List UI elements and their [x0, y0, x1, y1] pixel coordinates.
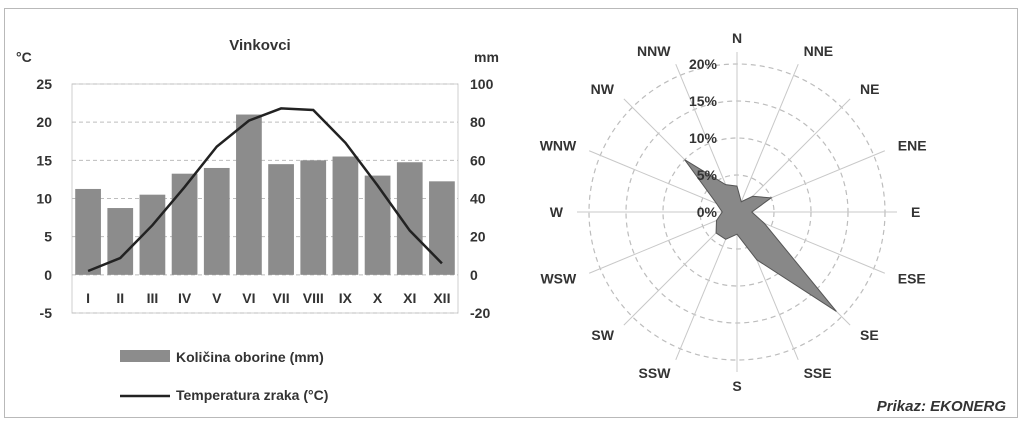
- direction-label: SSE: [804, 365, 832, 381]
- precip-bar: [332, 156, 359, 275]
- credit-label: Prikaz: EKONERG: [876, 398, 1006, 415]
- left-tick-label: 25: [36, 76, 52, 92]
- left-tick-label: 5: [44, 229, 52, 245]
- direction-label: SSW: [639, 365, 672, 381]
- month-tick-label: IX: [339, 290, 353, 306]
- legend-temp-label: Temperatura zraka (°C): [176, 387, 328, 403]
- direction-label: NE: [860, 81, 879, 97]
- precip-bar: [171, 173, 198, 275]
- left-axis-unit: °C: [16, 49, 32, 65]
- direction-label: WSW: [540, 271, 577, 287]
- direction-label: N: [732, 30, 742, 46]
- month-tick-label: III: [147, 290, 159, 306]
- wind-rose: 0% 5% 10% 15% 20% N NNE NE ENE E ESE SE SSE S SSW SW WS…: [540, 30, 927, 394]
- precip-bar: [107, 208, 134, 275]
- direction-label: SW: [591, 327, 614, 343]
- legend: Količina oborine (mm) Temperatura zraka …: [120, 349, 328, 403]
- month-tick-label: V: [212, 290, 222, 306]
- month-tick-label: VII: [273, 290, 290, 306]
- direction-label: NNW: [637, 43, 671, 59]
- month-tick-label: VI: [242, 290, 255, 306]
- rose-ring-label: 20%: [689, 56, 718, 72]
- month-tick-label: IV: [178, 290, 192, 306]
- precipitation-bars: [75, 114, 455, 275]
- rose-ring-label: 15%: [689, 93, 718, 109]
- right-tick-label: 100: [470, 76, 494, 92]
- legend-precip-label: Količina oborine (mm): [176, 349, 324, 365]
- rose-ring-label: 0%: [697, 204, 718, 220]
- precip-bar: [75, 188, 101, 275]
- right-tick-label: 40: [470, 191, 486, 207]
- wind-frequency-polygon: [684, 159, 837, 312]
- wind-rose-ring-labels: 0% 5% 10% 15% 20%: [689, 56, 718, 220]
- direction-label: W: [550, 204, 564, 220]
- left-tick-label: 15: [36, 152, 52, 168]
- right-axis-unit: mm: [474, 49, 499, 65]
- rose-spoke: [588, 211, 738, 274]
- direction-label: E: [911, 204, 920, 220]
- temperature-line: [87, 107, 443, 273]
- chart-title: Vinkovci: [229, 37, 290, 54]
- right-axis-ticks: -20 0 20 40 60 80 100: [470, 76, 494, 321]
- left-tick-label: -5: [40, 305, 53, 321]
- gridlines: [72, 83, 458, 314]
- month-tick-label: XI: [403, 290, 416, 306]
- month-tick-label: VIII: [303, 290, 324, 306]
- month-axis-ticks: I II III IV V VI VII VIII IX X XI XII: [86, 290, 450, 306]
- rose-spoke: [736, 98, 851, 213]
- rose-spoke: [736, 63, 799, 213]
- right-tick-label: 60: [470, 152, 486, 168]
- precip-bar: [300, 160, 327, 275]
- month-tick-label: II: [116, 290, 124, 306]
- right-tick-label: -20: [470, 305, 490, 321]
- direction-label: NNE: [804, 43, 834, 59]
- legend-precip-swatch: [120, 350, 170, 362]
- wind-direction-labels: N NNE NE ENE E ESE SE SSE S SSW SW WSW W WNW NW NNW: [540, 30, 927, 394]
- month-tick-label: XII: [433, 290, 450, 306]
- precip-bar: [364, 175, 391, 275]
- precip-bar: [429, 181, 455, 275]
- direction-label: SE: [860, 327, 879, 343]
- left-tick-label: 20: [36, 114, 52, 130]
- right-tick-label: 80: [470, 114, 486, 130]
- precip-bar: [236, 114, 262, 275]
- direction-label: NW: [591, 81, 615, 97]
- direction-label: WNW: [540, 137, 577, 153]
- rose-ring-label: 5%: [697, 167, 718, 183]
- direction-label: S: [732, 378, 741, 394]
- month-tick-label: X: [373, 290, 383, 306]
- month-tick-label: I: [86, 290, 90, 306]
- left-tick-label: 0: [44, 267, 52, 283]
- left-tick-label: 10: [36, 191, 52, 207]
- direction-label: ENE: [898, 137, 927, 153]
- precip-bar: [203, 167, 230, 275]
- right-tick-label: 20: [470, 229, 486, 245]
- rose-ring-label: 10%: [689, 130, 718, 146]
- direction-label: ESE: [898, 271, 926, 287]
- rose-spoke: [588, 150, 738, 213]
- precip-bar: [268, 164, 294, 275]
- right-tick-label: 0: [470, 267, 478, 283]
- left-axis-ticks: -5 0 5 10 15 20 25: [36, 76, 52, 321]
